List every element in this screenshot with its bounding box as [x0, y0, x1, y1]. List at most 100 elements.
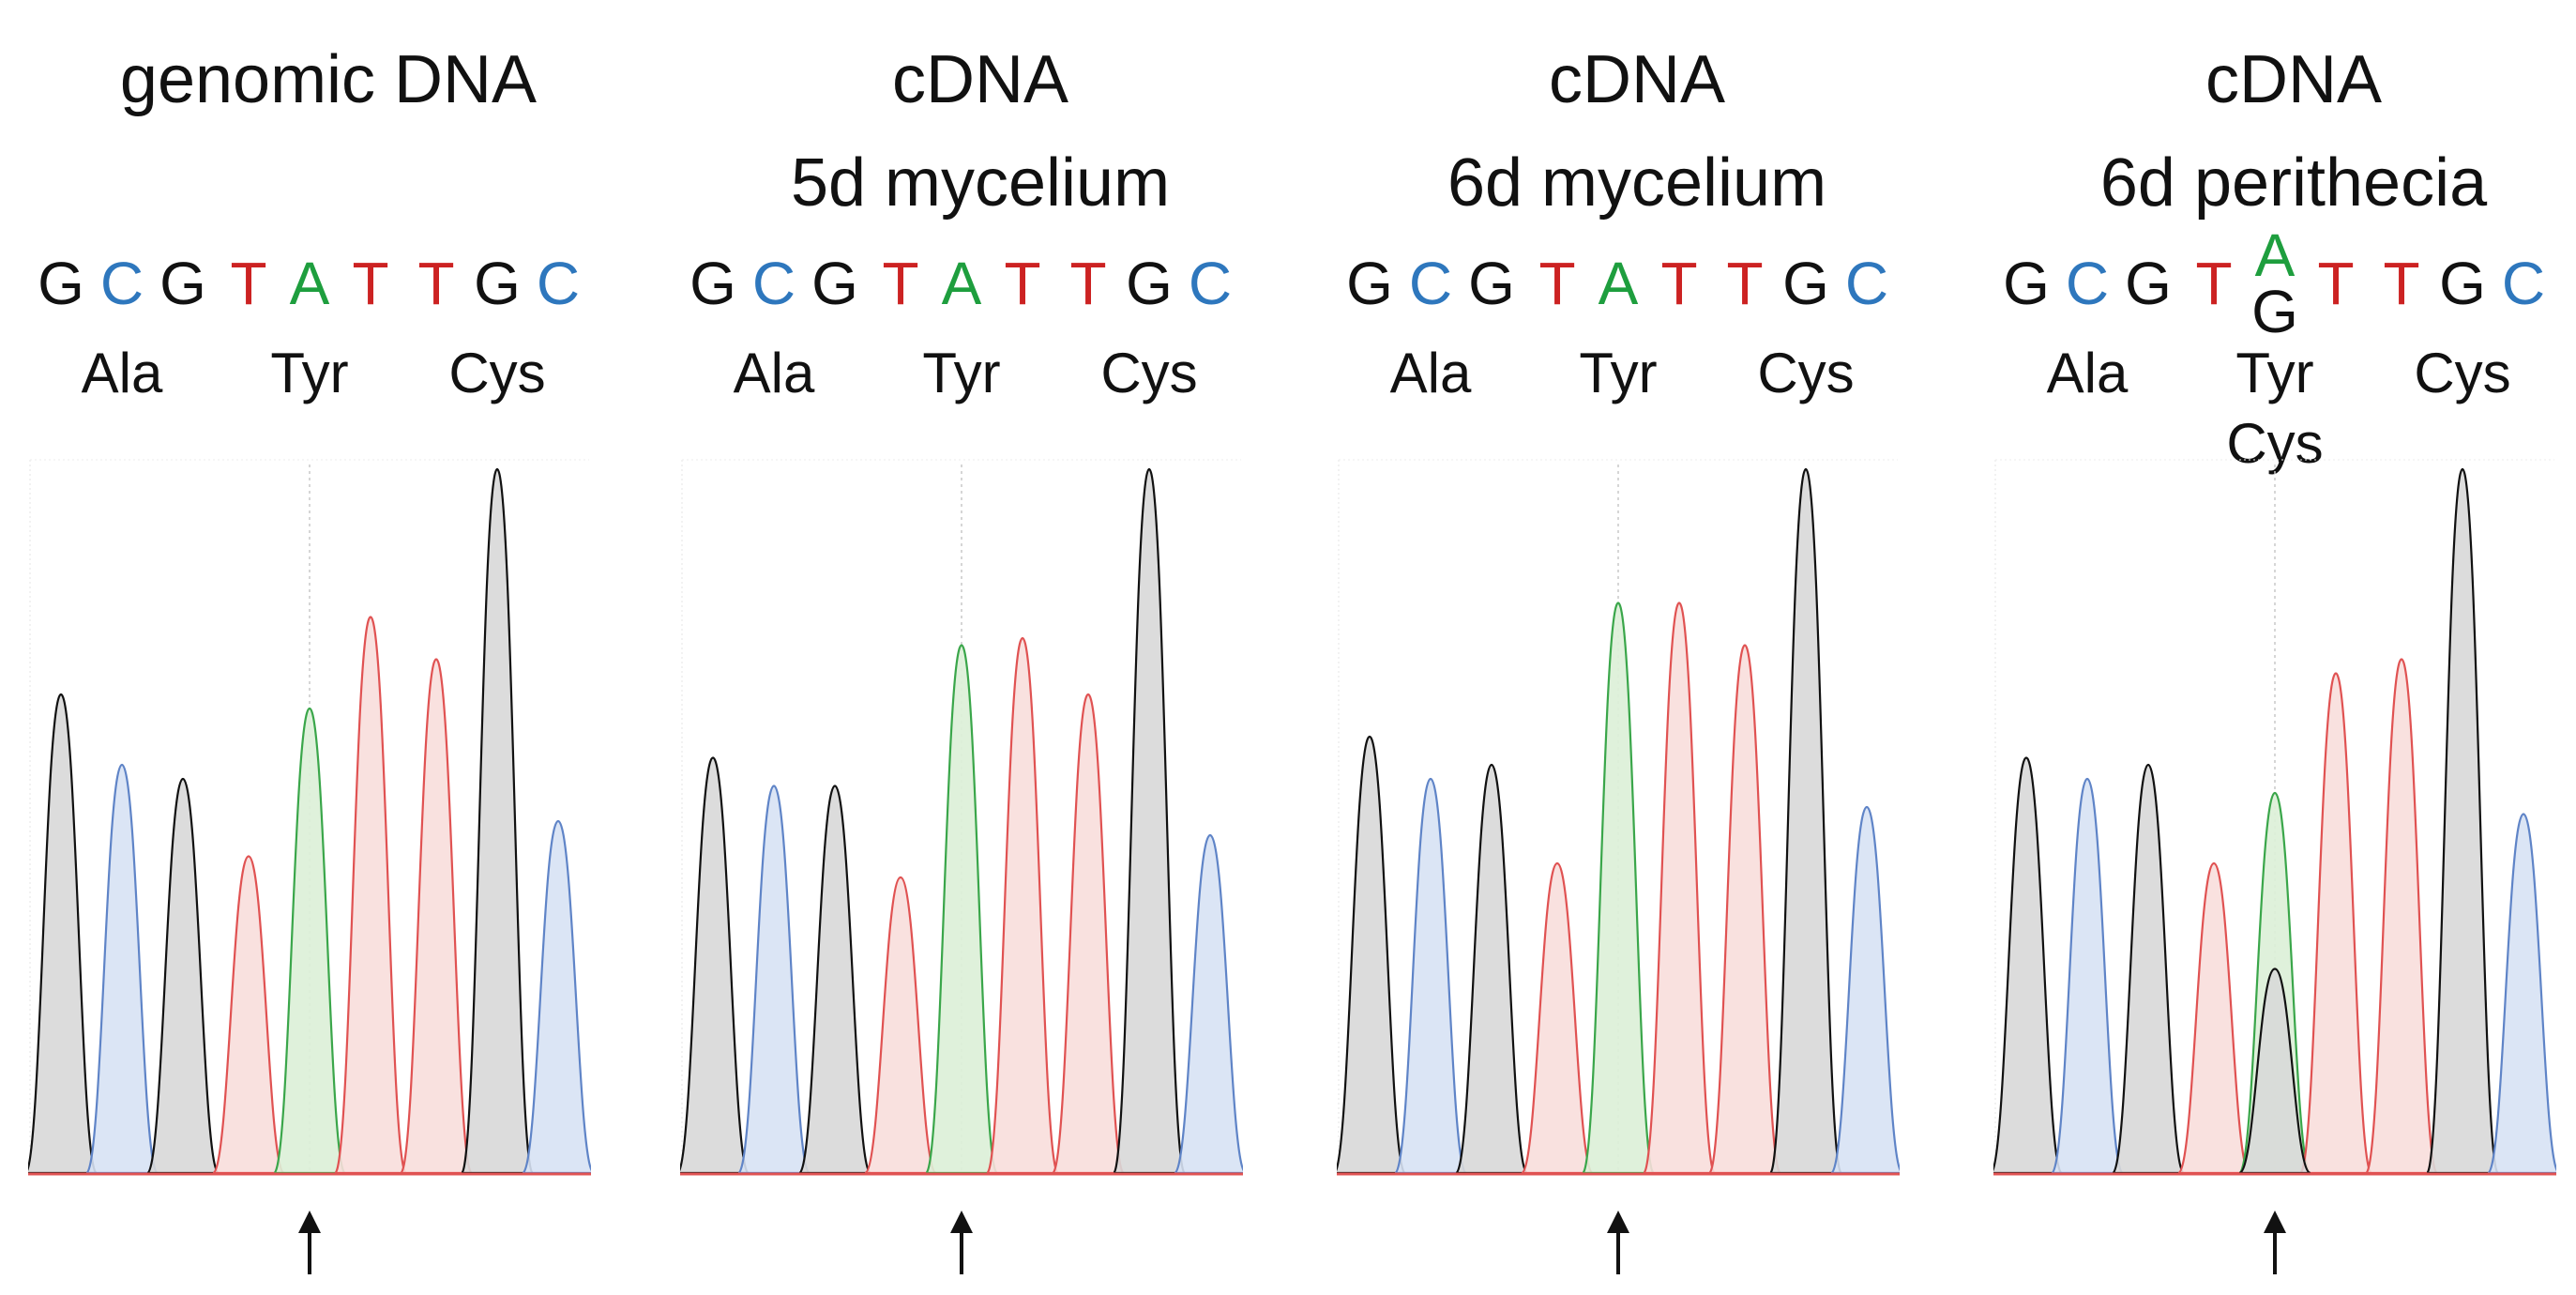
peak-c [1173, 833, 1243, 1175]
peak-a [272, 707, 347, 1175]
peak-t [2176, 861, 2251, 1175]
base-call: T [2303, 236, 2369, 330]
base-call: T [1646, 236, 1712, 330]
base-call: C [525, 236, 591, 330]
peak-t [863, 876, 938, 1175]
amino-acid: Ala [1389, 342, 1472, 404]
peak-g [1993, 756, 2064, 1175]
base-letter: A [941, 250, 982, 317]
base-letter: G [2251, 278, 2298, 345]
codon-label: Tyr [1524, 338, 1712, 408]
peak-g [2237, 967, 2312, 1175]
peak-g [145, 777, 220, 1175]
base-call: T [1055, 236, 1121, 330]
base-call: G [802, 236, 868, 330]
base-letter: A [289, 250, 330, 317]
amino-acid: Tyr [270, 342, 349, 404]
panel-title: genomic DNA [0, 28, 666, 131]
codon-label: Cys [1712, 338, 1900, 408]
base-letter: G [2125, 250, 2172, 317]
base-letter: T [1069, 250, 1107, 317]
panel-title-line: 6d perithecia [2099, 145, 2488, 221]
base-letter: T [352, 250, 389, 317]
amino-acid: Cys [2414, 342, 2511, 404]
peak-g [28, 693, 98, 1175]
base-call: C [1398, 236, 1463, 330]
base-letter: G [689, 250, 736, 317]
codon-label: Ala [1337, 338, 1524, 408]
peak-g [1454, 763, 1529, 1175]
base-letter: T [882, 250, 919, 317]
codon-label: Cys [403, 338, 591, 408]
codon-label: Tyr Cys [2181, 338, 2369, 479]
peak-c [84, 763, 159, 1175]
base-letter: G [38, 250, 84, 317]
base-letter: T [1004, 250, 1041, 317]
panel-title: cDNA 6d mycelium [1299, 28, 1975, 235]
base-call: T [990, 236, 1055, 330]
base-letter: T [1660, 250, 1698, 317]
base-call: G [1773, 236, 1839, 330]
base-letter: T [230, 250, 267, 317]
peak-c [1829, 805, 1900, 1175]
base-call: G [2115, 236, 2181, 330]
base-letter: G [2003, 250, 2050, 317]
base-letter: G [811, 250, 858, 317]
panel-4: cDNA 6d perithecia G C G T A G T T G C Ala Tyr Cys Cys [1993, 0, 2576, 1295]
amino-acid: Cys [448, 342, 546, 404]
base-call: G [680, 236, 746, 330]
amino-acid: Tyr [922, 342, 1001, 404]
peak-g [680, 756, 750, 1175]
peak-g [460, 467, 535, 1175]
peak-g [797, 785, 872, 1175]
panel-title-line: 5d mycelium [790, 145, 1171, 221]
panel-title-line: cDNA [2205, 42, 2382, 117]
peak-g [2111, 763, 2186, 1175]
base-call: T [216, 236, 281, 330]
amino-acid: Ala [81, 342, 163, 404]
base-call: C [1834, 236, 1900, 330]
base-letter: T [2383, 250, 2420, 317]
base-call: T [1524, 236, 1590, 330]
base-call: T [338, 236, 403, 330]
up-arrow-icon [298, 1211, 321, 1274]
base-letter: C [1188, 250, 1233, 317]
chromatogram [1993, 459, 2556, 1176]
panel-title-line: genomic DNA [119, 42, 538, 117]
base-call: A [929, 236, 994, 330]
peak-c [2050, 777, 2125, 1175]
peak-a [1581, 602, 1656, 1175]
panel-title-line: cDNA [891, 42, 1068, 117]
base-letter: G [2439, 250, 2486, 317]
base-letter: G [474, 250, 521, 317]
base-letter: T [1726, 250, 1764, 317]
base-call: G [28, 236, 94, 330]
base-letter: T [2317, 250, 2355, 317]
base-call: T [2369, 236, 2434, 330]
base-call: T [2181, 236, 2247, 330]
base-letter: C [99, 250, 144, 317]
peak-c [1393, 777, 1468, 1175]
panel-title-line: 6d mycelium [1447, 145, 1827, 221]
base-letter: A [1598, 250, 1639, 317]
peak-c [736, 785, 811, 1175]
peak-c [521, 819, 591, 1175]
codon-row: Ala Tyr Cys [1337, 338, 1937, 479]
codon-row: Ala Tyr Cys [28, 338, 629, 479]
panel-1: genomic DNA G C G T A T T G C Ala Tyr Cys [28, 0, 629, 1295]
up-arrow-icon [2264, 1211, 2286, 1274]
panel-2: cDNA 5d mycelium G C G T A T T G C Ala Tyr Cys [680, 0, 1280, 1295]
base-letter: C [1408, 250, 1453, 317]
codon-row: Ala Tyr Cys Cys [1993, 338, 2576, 479]
base-letter: T [1538, 250, 1576, 317]
base-call: T [868, 236, 933, 330]
panel-title: cDNA 6d perithecia [1956, 28, 2576, 235]
base-letter: C [2501, 250, 2546, 317]
codon-label: Cys [2369, 338, 2556, 408]
base-letter: G [1346, 250, 1393, 317]
peak-a [924, 644, 999, 1175]
